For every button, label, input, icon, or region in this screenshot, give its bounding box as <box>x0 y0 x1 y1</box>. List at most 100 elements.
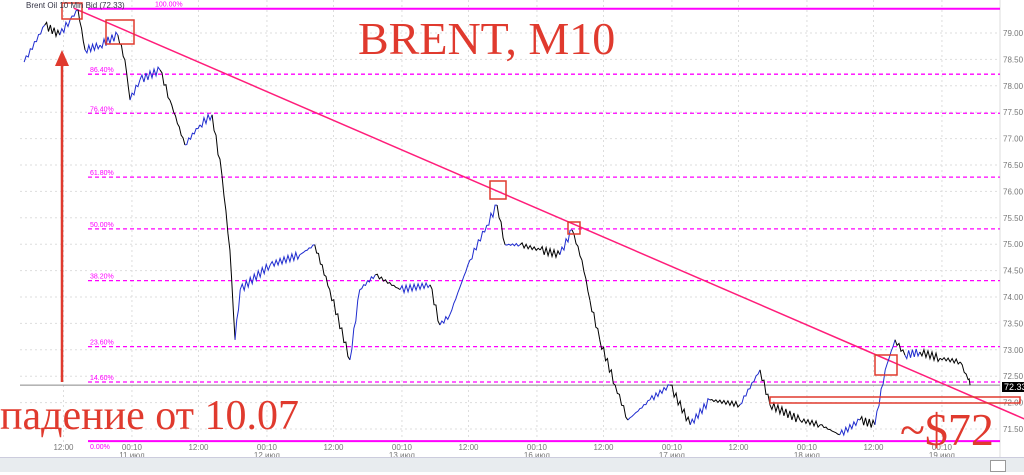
price-segment <box>199 112 213 129</box>
price-segment <box>359 274 376 291</box>
y-tick-label: 73.00 <box>1003 346 1024 355</box>
x-tick-label: 12:00 <box>863 443 884 452</box>
x-tick-date: 13 июл <box>389 451 415 458</box>
price-segment <box>211 114 223 176</box>
price-segment <box>627 399 651 421</box>
price-segment <box>689 397 711 425</box>
price-segment <box>599 339 616 386</box>
y-tick-label: 73.50 <box>1003 319 1024 328</box>
price-segment <box>77 9 86 50</box>
price-segment <box>375 273 401 291</box>
price-segment <box>169 99 186 146</box>
x-tick-date: 17 июл <box>659 451 685 458</box>
price-segment <box>184 124 201 146</box>
price-segment <box>559 229 573 255</box>
price-segment <box>229 249 236 340</box>
highlight-box <box>874 354 898 376</box>
x-tick-label: 12:00 <box>728 443 749 452</box>
x-tick-label: 00:10 <box>257 443 278 452</box>
price-segment <box>939 356 961 365</box>
price-segment <box>496 205 506 245</box>
x-tick-label: 00:10 <box>122 443 143 452</box>
price-segment <box>23 24 46 63</box>
fib-level-label: 100.00% <box>155 2 183 9</box>
highlight-box <box>489 180 507 200</box>
price-segment <box>709 398 741 409</box>
x-tick-date: 18 июл <box>794 451 820 458</box>
y-tick-label: 75.50 <box>1003 214 1024 223</box>
price-segment <box>486 204 498 226</box>
price-segment <box>44 21 61 39</box>
price-segment <box>69 9 79 21</box>
price-segment <box>859 415 876 428</box>
price-segment <box>439 314 451 326</box>
x-tick-label: 00:10 <box>527 443 548 452</box>
scrollbar-thumb[interactable] <box>990 460 1006 472</box>
highlight-box <box>61 2 83 20</box>
target-zone-box <box>769 396 1021 404</box>
y-tick-label: 71.50 <box>1003 425 1024 434</box>
price-segment <box>329 289 351 361</box>
price-segment <box>349 289 361 360</box>
price-segment <box>221 174 231 251</box>
x-tick-date: 11 июл <box>119 451 145 458</box>
price-segment <box>269 250 301 268</box>
y-tick-label: 74.50 <box>1003 267 1024 276</box>
chart-header: Brent Oil 10 Min Bid (72.33) <box>26 1 125 10</box>
price-segment <box>919 347 941 363</box>
price-segment <box>581 259 591 301</box>
price-segment <box>504 242 521 247</box>
price-segment <box>894 339 906 356</box>
horizontal-scrollbar[interactable] <box>0 457 1024 472</box>
price-segment <box>314 244 331 290</box>
price-segment <box>234 289 241 340</box>
y-tick-label: 76.00 <box>1003 187 1024 196</box>
fib-level-label: 23.60% <box>90 340 114 347</box>
fib-level-label: 76.40% <box>90 106 114 113</box>
price-segment <box>614 385 629 421</box>
price-segment <box>299 244 315 256</box>
price-segment <box>519 242 541 252</box>
last-price-tag: 72.33 <box>1002 382 1024 392</box>
price-segment <box>769 401 801 423</box>
highlight-box <box>567 221 581 235</box>
annotation-title: BRENT, M10 <box>358 13 616 64</box>
price-segment <box>670 384 691 425</box>
price-segment <box>159 69 171 101</box>
annotation-target: ~$72 <box>900 404 994 455</box>
y-tick-label: 77.50 <box>1003 108 1024 117</box>
price-segment <box>129 79 141 101</box>
price-segment <box>59 19 71 36</box>
annotation-fall: падение от 10.07 <box>0 393 300 439</box>
price-segment <box>139 66 161 83</box>
fib-level-label: 61.80% <box>90 170 114 177</box>
price-segment <box>539 245 561 260</box>
y-tick-label: 72.50 <box>1003 372 1024 381</box>
price-segment <box>967 377 971 386</box>
price-segment <box>959 361 969 381</box>
y-tick-label: 77.00 <box>1003 135 1024 144</box>
price-segment <box>84 41 101 55</box>
y-tick-label: 78.50 <box>1003 55 1024 64</box>
y-tick-label: 78.00 <box>1003 82 1024 91</box>
price-segment <box>649 384 671 402</box>
y-tick-label: 79.00 <box>1003 29 1024 38</box>
fib-level-label: 50.00% <box>90 222 114 229</box>
y-tick-label: 75.00 <box>1003 240 1024 249</box>
price-segment <box>839 418 861 437</box>
x-tick-label: 00:10 <box>932 443 953 452</box>
x-tick-label: 12:00 <box>188 443 209 452</box>
x-tick-label: 12:00 <box>323 443 344 452</box>
price-segment <box>239 262 271 293</box>
price-segment <box>759 369 771 405</box>
price-segment <box>117 35 126 61</box>
price-segment <box>739 369 761 406</box>
trend-line <box>73 7 1024 420</box>
x-tick-label: 12:00 <box>593 443 614 452</box>
price-segment <box>429 284 441 326</box>
price-segment <box>799 417 821 429</box>
y-tick-label: 76.50 <box>1003 161 1024 170</box>
x-tick-label: 00:10 <box>797 443 818 452</box>
x-tick-date: 12 июл <box>254 451 280 458</box>
x-tick-date: 19 июл <box>929 451 955 458</box>
